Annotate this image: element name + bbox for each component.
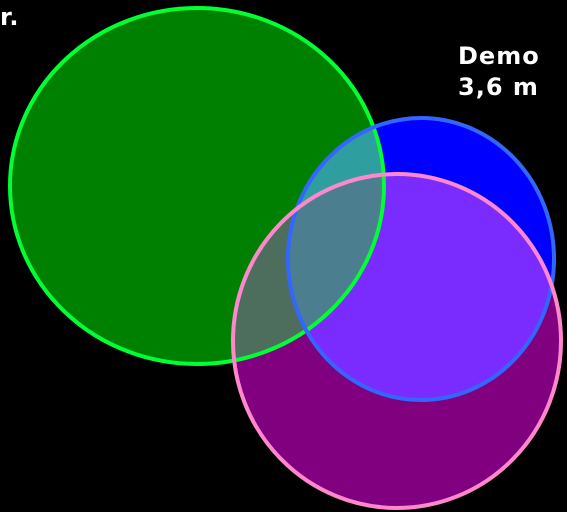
all-three-overlap (288, 174, 384, 364)
label-right-line2: 3,6 m (458, 73, 539, 101)
purple-circle-outline (231, 172, 563, 510)
blue-circle-outline (286, 116, 556, 402)
label-top-left: r. (0, 3, 20, 31)
green-circle-outline (8, 6, 386, 366)
label-right: Demo 3,6 m (458, 41, 540, 103)
label-right-line1: Demo (458, 42, 540, 70)
